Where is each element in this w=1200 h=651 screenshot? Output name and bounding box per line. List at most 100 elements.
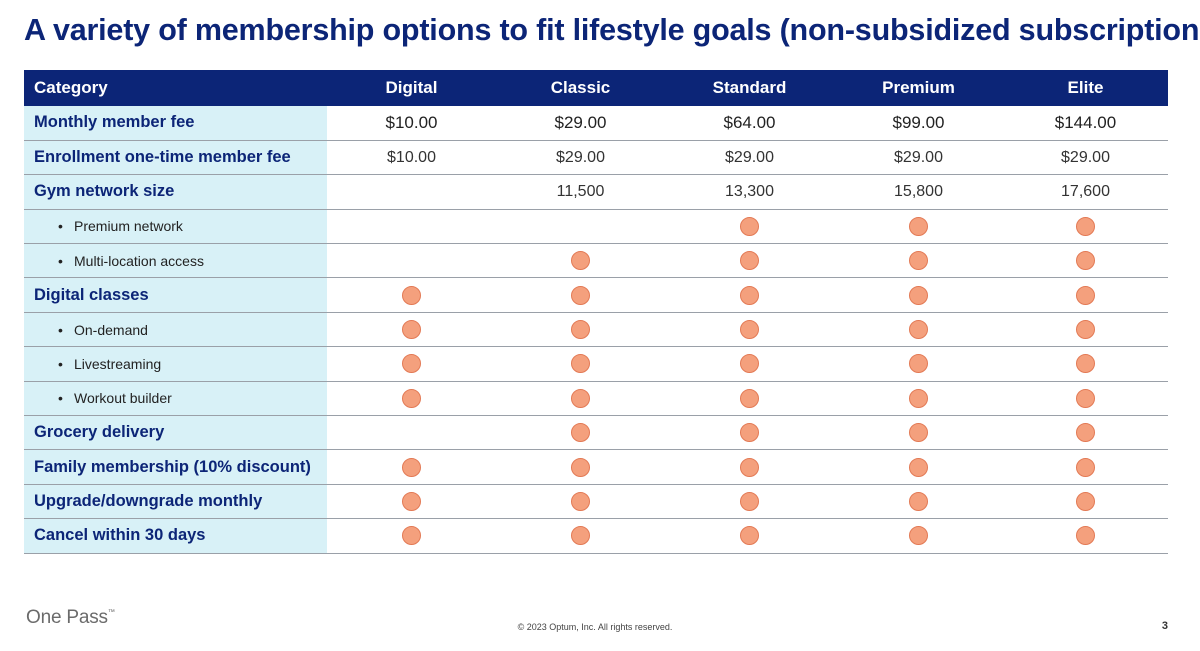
included-dot-icon: [1076, 491, 1095, 511]
row-label-text: Enrollment one-time member fee: [34, 148, 291, 167]
row-label-text: Premium network: [74, 218, 183, 235]
table-header: Category Digital Classic Standard Premiu…: [24, 70, 1168, 106]
cell-premium: [834, 381, 1003, 417]
table-row: Digital classes: [24, 277, 1168, 313]
included-dot-icon: [909, 491, 928, 511]
membership-comparison-table: Category Digital Classic Standard Premiu…: [24, 70, 1168, 554]
cell-standard: [665, 484, 834, 520]
included-dot-icon: [571, 423, 590, 443]
cell-elite: [1003, 415, 1168, 451]
included-dot-icon: [571, 457, 590, 477]
row-label-text: Gym network size: [34, 182, 175, 201]
included-dot-icon: [571, 354, 590, 374]
included-dot-icon: [909, 388, 928, 408]
cell-elite: $29.00: [1003, 140, 1168, 176]
included-dot-icon: [571, 320, 590, 340]
row-label-text: Workout builder: [74, 390, 172, 407]
cell-digital: $10.00: [327, 140, 496, 176]
cell-elite: 17,600: [1003, 174, 1168, 210]
included-dot-icon: [1076, 320, 1095, 340]
cell-elite: [1003, 243, 1168, 279]
included-dot-icon: [402, 457, 421, 477]
included-dot-icon: [740, 491, 759, 511]
cell-elite: [1003, 449, 1168, 485]
header-elite: Elite: [1003, 70, 1168, 106]
cell-classic: [496, 381, 665, 417]
cell-digital: [327, 277, 496, 313]
cell-classic: [496, 312, 665, 348]
included-dot-icon: [740, 388, 759, 408]
included-dot-icon: [402, 320, 421, 340]
cell-standard: [665, 518, 834, 554]
cell-standard: [665, 381, 834, 417]
included-dot-icon: [740, 251, 759, 271]
header-standard: Standard: [665, 70, 834, 106]
included-dot-icon: [402, 491, 421, 511]
header-row: Category Digital Classic Standard Premiu…: [24, 70, 1168, 106]
bullet-icon: •: [58, 321, 63, 338]
table-row: Enrollment one-time member fee $10.00 $29.…: [24, 140, 1168, 176]
row-label: Enrollment one-time member fee: [24, 140, 327, 176]
included-dot-icon: [909, 354, 928, 374]
one-pass-logo: One Pass™: [26, 607, 115, 629]
cell-standard: $29.00: [665, 140, 834, 176]
header-classic: Classic: [496, 70, 665, 106]
row-label: Digital classes: [24, 277, 327, 313]
included-dot-icon: [1076, 354, 1095, 374]
cell-digital: $10.00: [327, 106, 496, 141]
included-dot-icon: [909, 285, 928, 305]
row-label: Monthly member fee: [24, 106, 327, 141]
cell-standard: [665, 449, 834, 485]
table-row: Grocery delivery: [24, 415, 1168, 451]
row-label: Gym network size: [24, 174, 327, 210]
table-row: • Multi-location access: [24, 243, 1168, 279]
row-label: Grocery delivery: [24, 415, 327, 451]
included-dot-icon: [909, 457, 928, 477]
cell-elite: [1003, 209, 1168, 245]
included-dot-icon: [1076, 526, 1095, 546]
cell-elite: [1003, 346, 1168, 382]
cell-elite: [1003, 518, 1168, 554]
row-label: Family membership (10% discount): [24, 449, 327, 485]
row-label-text: Family membership (10% discount): [34, 457, 311, 476]
header-premium: Premium: [834, 70, 1003, 106]
cell-digital: [327, 415, 496, 451]
logo-text: One Pass: [26, 607, 108, 628]
table-row: Family membership (10% discount): [24, 449, 1168, 485]
row-label: Cancel within 30 days: [24, 518, 327, 554]
cell-premium: [834, 243, 1003, 279]
row-label-text: Livestreaming: [74, 355, 162, 372]
row-label-text: Digital classes: [34, 285, 149, 304]
included-dot-icon: [740, 423, 759, 443]
bullet-icon: •: [58, 252, 63, 269]
cell-classic: [496, 518, 665, 554]
included-dot-icon: [909, 216, 928, 236]
cell-digital: [327, 209, 496, 245]
included-dot-icon: [1076, 423, 1095, 443]
table-row: Cancel within 30 days: [24, 518, 1168, 554]
cell-standard: [665, 312, 834, 348]
copyright-footer: © 2023 Optum, Inc. All rights reserved.: [517, 622, 673, 632]
cell-premium: [834, 312, 1003, 348]
row-label: • Workout builder: [24, 381, 327, 417]
cell-classic: 11,500: [496, 174, 665, 210]
header-category: Category: [24, 70, 327, 106]
cell-classic: [496, 346, 665, 382]
table-row: • Premium network: [24, 209, 1168, 245]
included-dot-icon: [740, 320, 759, 340]
included-dot-icon: [402, 388, 421, 408]
table-row: Upgrade/downgrade monthly: [24, 484, 1168, 520]
cell-premium: [834, 449, 1003, 485]
cell-standard: [665, 346, 834, 382]
table-row: Gym network size 11,500 13,300 15,800 17,600: [24, 174, 1168, 210]
cell-elite: [1003, 484, 1168, 520]
page-number: 3: [1161, 620, 1168, 632]
cell-digital: [327, 174, 496, 210]
cell-standard: [665, 415, 834, 451]
included-dot-icon: [909, 251, 928, 271]
included-dot-icon: [1076, 285, 1095, 305]
cell-digital: [327, 484, 496, 520]
row-label-text: Multi-location access: [74, 252, 204, 269]
cell-digital: [327, 346, 496, 382]
cell-digital: [327, 381, 496, 417]
